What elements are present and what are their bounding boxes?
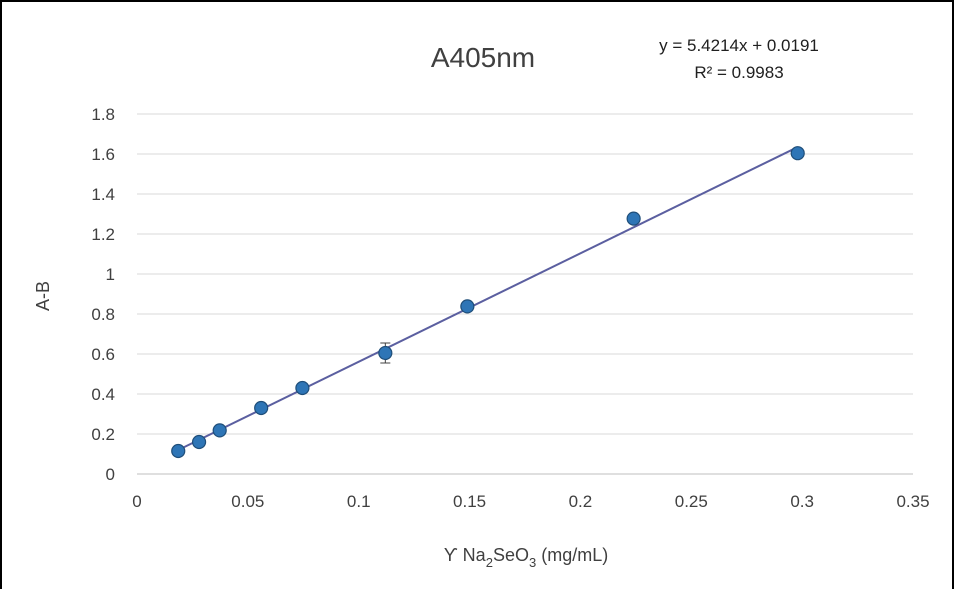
y-tick-label: 0.4 xyxy=(91,385,115,404)
data-point xyxy=(254,400,269,416)
x-tick-label: 0.15 xyxy=(453,492,486,511)
x-tick-label: 0.05 xyxy=(231,492,264,511)
y-tick-label: 1.8 xyxy=(91,105,115,124)
x-axis-label-prefix: ϒ Na xyxy=(444,545,487,565)
x-tick-label: 0.35 xyxy=(896,492,929,511)
x-axis-label-sub2: 3 xyxy=(529,555,536,570)
x-axis-label-mid: SeO xyxy=(493,545,529,565)
data-point xyxy=(171,443,186,459)
y-tick-label: 0.6 xyxy=(91,345,115,364)
data-points xyxy=(171,146,805,459)
gridlines xyxy=(137,113,913,435)
x-axis-label-sub1: 2 xyxy=(486,555,493,570)
data-point xyxy=(191,434,207,450)
x-tick-label: 0.1 xyxy=(347,492,371,511)
data-point xyxy=(790,146,805,161)
y-tick-label: 0.2 xyxy=(91,425,115,444)
data-point xyxy=(295,380,310,396)
trendline xyxy=(177,146,799,451)
data-point xyxy=(460,299,475,314)
y-tick-label: 0.8 xyxy=(91,305,115,324)
trendline-r-squared: R² = 0.9983 xyxy=(694,63,783,82)
y-tick-label: 1.6 xyxy=(91,145,115,164)
y-axis-label: A-B xyxy=(33,281,53,311)
x-axis-ticks: 0 0.05 0.1 0.15 0.2 0.25 0.3 0.35 xyxy=(132,492,929,511)
x-axis-label-suffix: (mg/mL) xyxy=(536,545,608,565)
x-tick-label: 0.25 xyxy=(675,492,708,511)
data-point xyxy=(212,423,227,438)
x-tick-label: 0.2 xyxy=(569,492,593,511)
data-point xyxy=(378,345,393,361)
y-tick-label: 0 xyxy=(106,465,115,484)
x-axis-label: ϒ Na2SeO3 (mg/mL) xyxy=(444,545,608,570)
trendline-equation: y = 5.4214x + 0.0191 xyxy=(659,36,819,55)
chart-title: A405nm xyxy=(431,42,535,73)
y-axis-ticks: 0 0.2 0.4 0.6 0.8 1 1.2 1.4 1.6 1.8 xyxy=(91,105,115,484)
x-tick-label: 0 xyxy=(132,492,141,511)
y-tick-label: 1.2 xyxy=(91,225,115,244)
y-tick-label: 1.4 xyxy=(91,185,115,204)
x-tick-label: 0.3 xyxy=(790,492,814,511)
y-tick-label: 1 xyxy=(106,265,115,284)
data-point xyxy=(626,211,641,226)
